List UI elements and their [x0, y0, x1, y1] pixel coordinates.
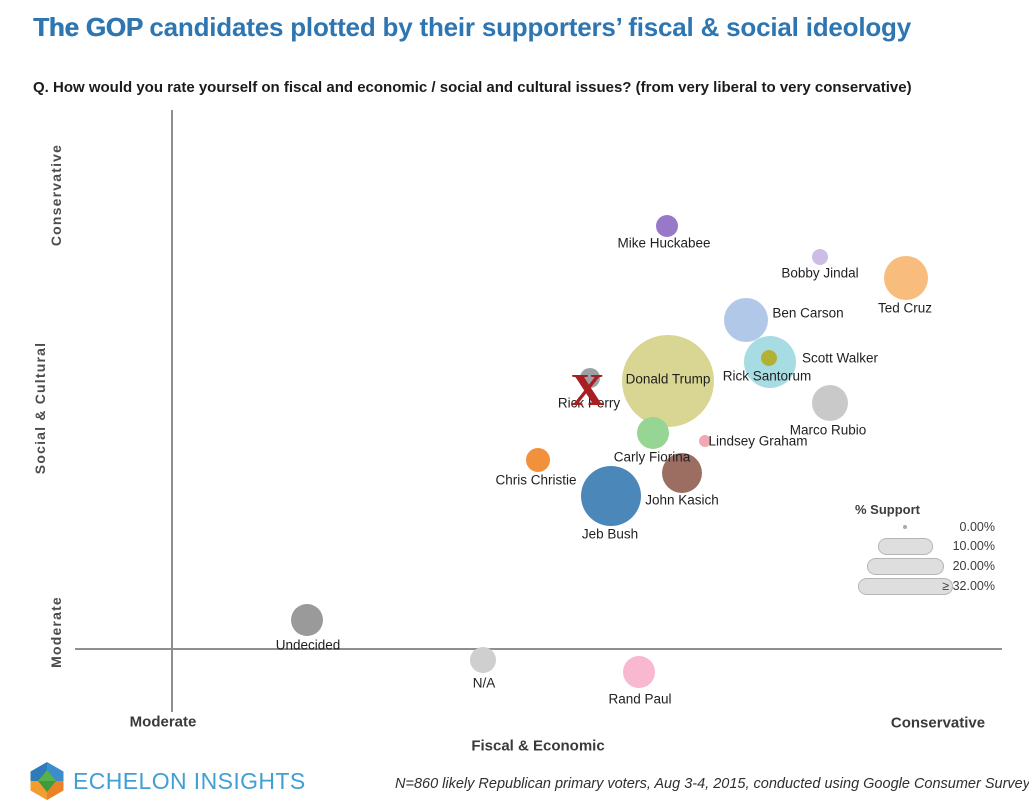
- y-tick-conservative: Conservative: [48, 143, 64, 247]
- echelon-insights-logo-icon: [30, 762, 64, 800]
- bubble-ted-cruz: [884, 256, 928, 300]
- bubble-label-mike-huckabee: Mike Huckabee: [617, 235, 711, 251]
- bubble-label-lindsey-graham: Lindsey Graham: [708, 433, 808, 449]
- bubble-rick-perry: [580, 368, 600, 388]
- survey-question: Q. How would you rate yourself on fiscal…: [33, 79, 912, 96]
- bubble-label-chris-christie: Chris Christie: [495, 472, 577, 488]
- x-tick-conservative: Conservative: [890, 714, 986, 732]
- bubble-label-rick-santorum: Rick Santorum: [722, 368, 812, 384]
- bubble-lindsey-graham: [699, 435, 711, 447]
- legend-size-band-3: [857, 577, 953, 595]
- bubble-mike-huckabee: [656, 215, 678, 237]
- bubble-john-kasich: [662, 453, 702, 493]
- bubble-donald-trump: [622, 335, 714, 427]
- bubble-label-marco-rubio: Marco Rubio: [789, 422, 867, 438]
- title-rest: candidates plotted by their supporters’ …: [142, 12, 912, 42]
- y-axis-line: [171, 110, 173, 712]
- bubble-label-john-kasich: John Kasich: [645, 492, 719, 508]
- bubble-carly-fiorina: [637, 417, 669, 449]
- bubble-label-bobby-jindal: Bobby Jindal: [781, 265, 859, 281]
- bubble-label-scott-walker: Scott Walker: [801, 350, 879, 366]
- legend-label-0: 0.00%: [959, 520, 995, 534]
- bubble-marco-rubio: [812, 385, 848, 421]
- bubble-chris-christie: [526, 448, 550, 472]
- legend-size-band-1: [877, 537, 933, 555]
- bubble-bobby-jindal: [812, 249, 828, 265]
- x-axis-line: [75, 648, 1002, 650]
- bubble-label-carly-fiorina: Carly Fiorina: [613, 449, 691, 465]
- bubble-rick-santorum: [761, 350, 777, 366]
- title-emphasis: The GOP: [33, 12, 143, 42]
- bubble-undecided: [291, 604, 323, 636]
- x-axis-title: Fiscal & Economic: [471, 737, 605, 755]
- legend-size-band-2: [866, 557, 944, 575]
- eliminated-x-marker: X: [570, 364, 604, 415]
- bubble-label-undecided: Undecided: [275, 637, 341, 653]
- bubble-jeb-bush: [581, 466, 641, 526]
- x-tick-moderate: Moderate: [129, 713, 197, 731]
- bubble-n-a: [470, 647, 496, 673]
- bubble-label-n-a: N/A: [472, 675, 496, 691]
- brand-name: ECHELON INSIGHTS: [73, 767, 306, 794]
- page-title: The GOP candidates plotted by their supp…: [33, 12, 1013, 43]
- bubble-label-ted-cruz: Ted Cruz: [877, 300, 933, 316]
- legend-size-dot-0: [903, 525, 907, 529]
- bubble-label-donald-trump: Donald Trump: [625, 371, 711, 387]
- y-tick-moderate: Moderate: [48, 596, 64, 668]
- legend-label-3: ≥ 32.00%: [942, 579, 995, 593]
- bubble-label-jeb-bush: Jeb Bush: [581, 526, 639, 542]
- brand-lockup: ECHELON INSIGHTS: [28, 762, 306, 800]
- legend-title: % Support: [855, 502, 920, 517]
- bubble-rand-paul: [623, 656, 655, 688]
- methodology-note: N=860 likely Republican primary voters, …: [395, 776, 1029, 792]
- bubble-label-rand-paul: Rand Paul: [608, 691, 672, 707]
- bubble-label-rick-perry: Rick Perry: [557, 395, 621, 411]
- y-axis-title: Social & Cultural: [32, 341, 48, 475]
- bubble-label-ben-carson: Ben Carson: [772, 305, 844, 321]
- legend-label-2: 20.00%: [952, 559, 995, 573]
- bubble-ben-carson: [724, 298, 768, 342]
- legend-label-1: 10.00%: [952, 539, 995, 553]
